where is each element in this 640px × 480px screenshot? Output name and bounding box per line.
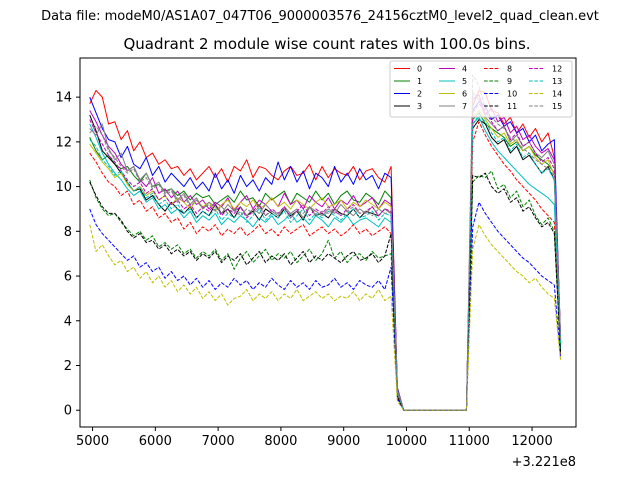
legend-label-2: 2 (417, 90, 422, 99)
x-tick-label: 12000 (511, 434, 552, 449)
y-tick-label: 6 (64, 270, 72, 285)
y-tick-label: 2 (64, 359, 72, 374)
legend-label-1: 1 (417, 77, 422, 86)
x-tick-label: 8000 (264, 434, 297, 449)
legend-label-12: 12 (552, 65, 562, 74)
legend-label-3: 3 (417, 102, 422, 111)
series-line-3 (89, 114, 562, 411)
x-tick-label: 7000 (202, 434, 235, 449)
series-line-8 (89, 121, 562, 411)
series-line-13 (89, 114, 562, 411)
series-layer (89, 74, 562, 411)
series-line-14 (89, 224, 562, 411)
legend-label-5: 5 (462, 77, 467, 86)
legend-label-11: 11 (507, 102, 517, 111)
x-axis: 5000 6000 7000 8000 9000 10000 11000 12000 (76, 427, 553, 449)
y-tick-label: 12 (55, 135, 72, 150)
legend-label-6: 6 (462, 90, 467, 99)
legend-label-15: 15 (552, 102, 562, 111)
legend-label-0: 0 (417, 65, 422, 74)
y-tick-label: 4 (64, 314, 72, 329)
legend-label-8: 8 (507, 65, 512, 74)
x-tick-label: 5000 (76, 434, 109, 449)
series-line-1 (89, 112, 562, 411)
x-tick-label: 9000 (327, 434, 360, 449)
chart-suptitle: Data file: modeM0/AS1A07_047T06_90000035… (41, 9, 599, 24)
chart-title: Quadrant 2 module wise count rates with … (123, 35, 530, 53)
series-line-10 (89, 201, 562, 411)
y-tick-label: 10 (55, 180, 72, 195)
y-tick-label: 0 (64, 404, 72, 419)
y-tick-label: 14 (55, 91, 72, 106)
legend-label-9: 9 (507, 77, 512, 86)
legend-label-7: 7 (462, 102, 467, 111)
y-tick-label: 8 (64, 225, 72, 240)
series-line-9 (89, 170, 562, 411)
series-line-5 (89, 116, 562, 411)
x-axis-offset-label: +3.221e8 (512, 455, 576, 470)
x-tick-label: 10000 (386, 434, 427, 449)
series-line-11 (89, 172, 562, 411)
legend-label-14: 14 (552, 90, 562, 99)
x-tick-label: 11000 (449, 434, 490, 449)
series-line-12 (89, 103, 562, 411)
plot-frame (79, 57, 577, 428)
legend-label-10: 10 (507, 90, 517, 99)
legend-label-4: 4 (462, 65, 467, 74)
y-axis: 0 2 4 6 8 10 12 14 (55, 91, 80, 419)
legend-box (389, 60, 573, 118)
x-tick-label: 6000 (139, 434, 172, 449)
legend-label-13: 13 (552, 77, 562, 86)
